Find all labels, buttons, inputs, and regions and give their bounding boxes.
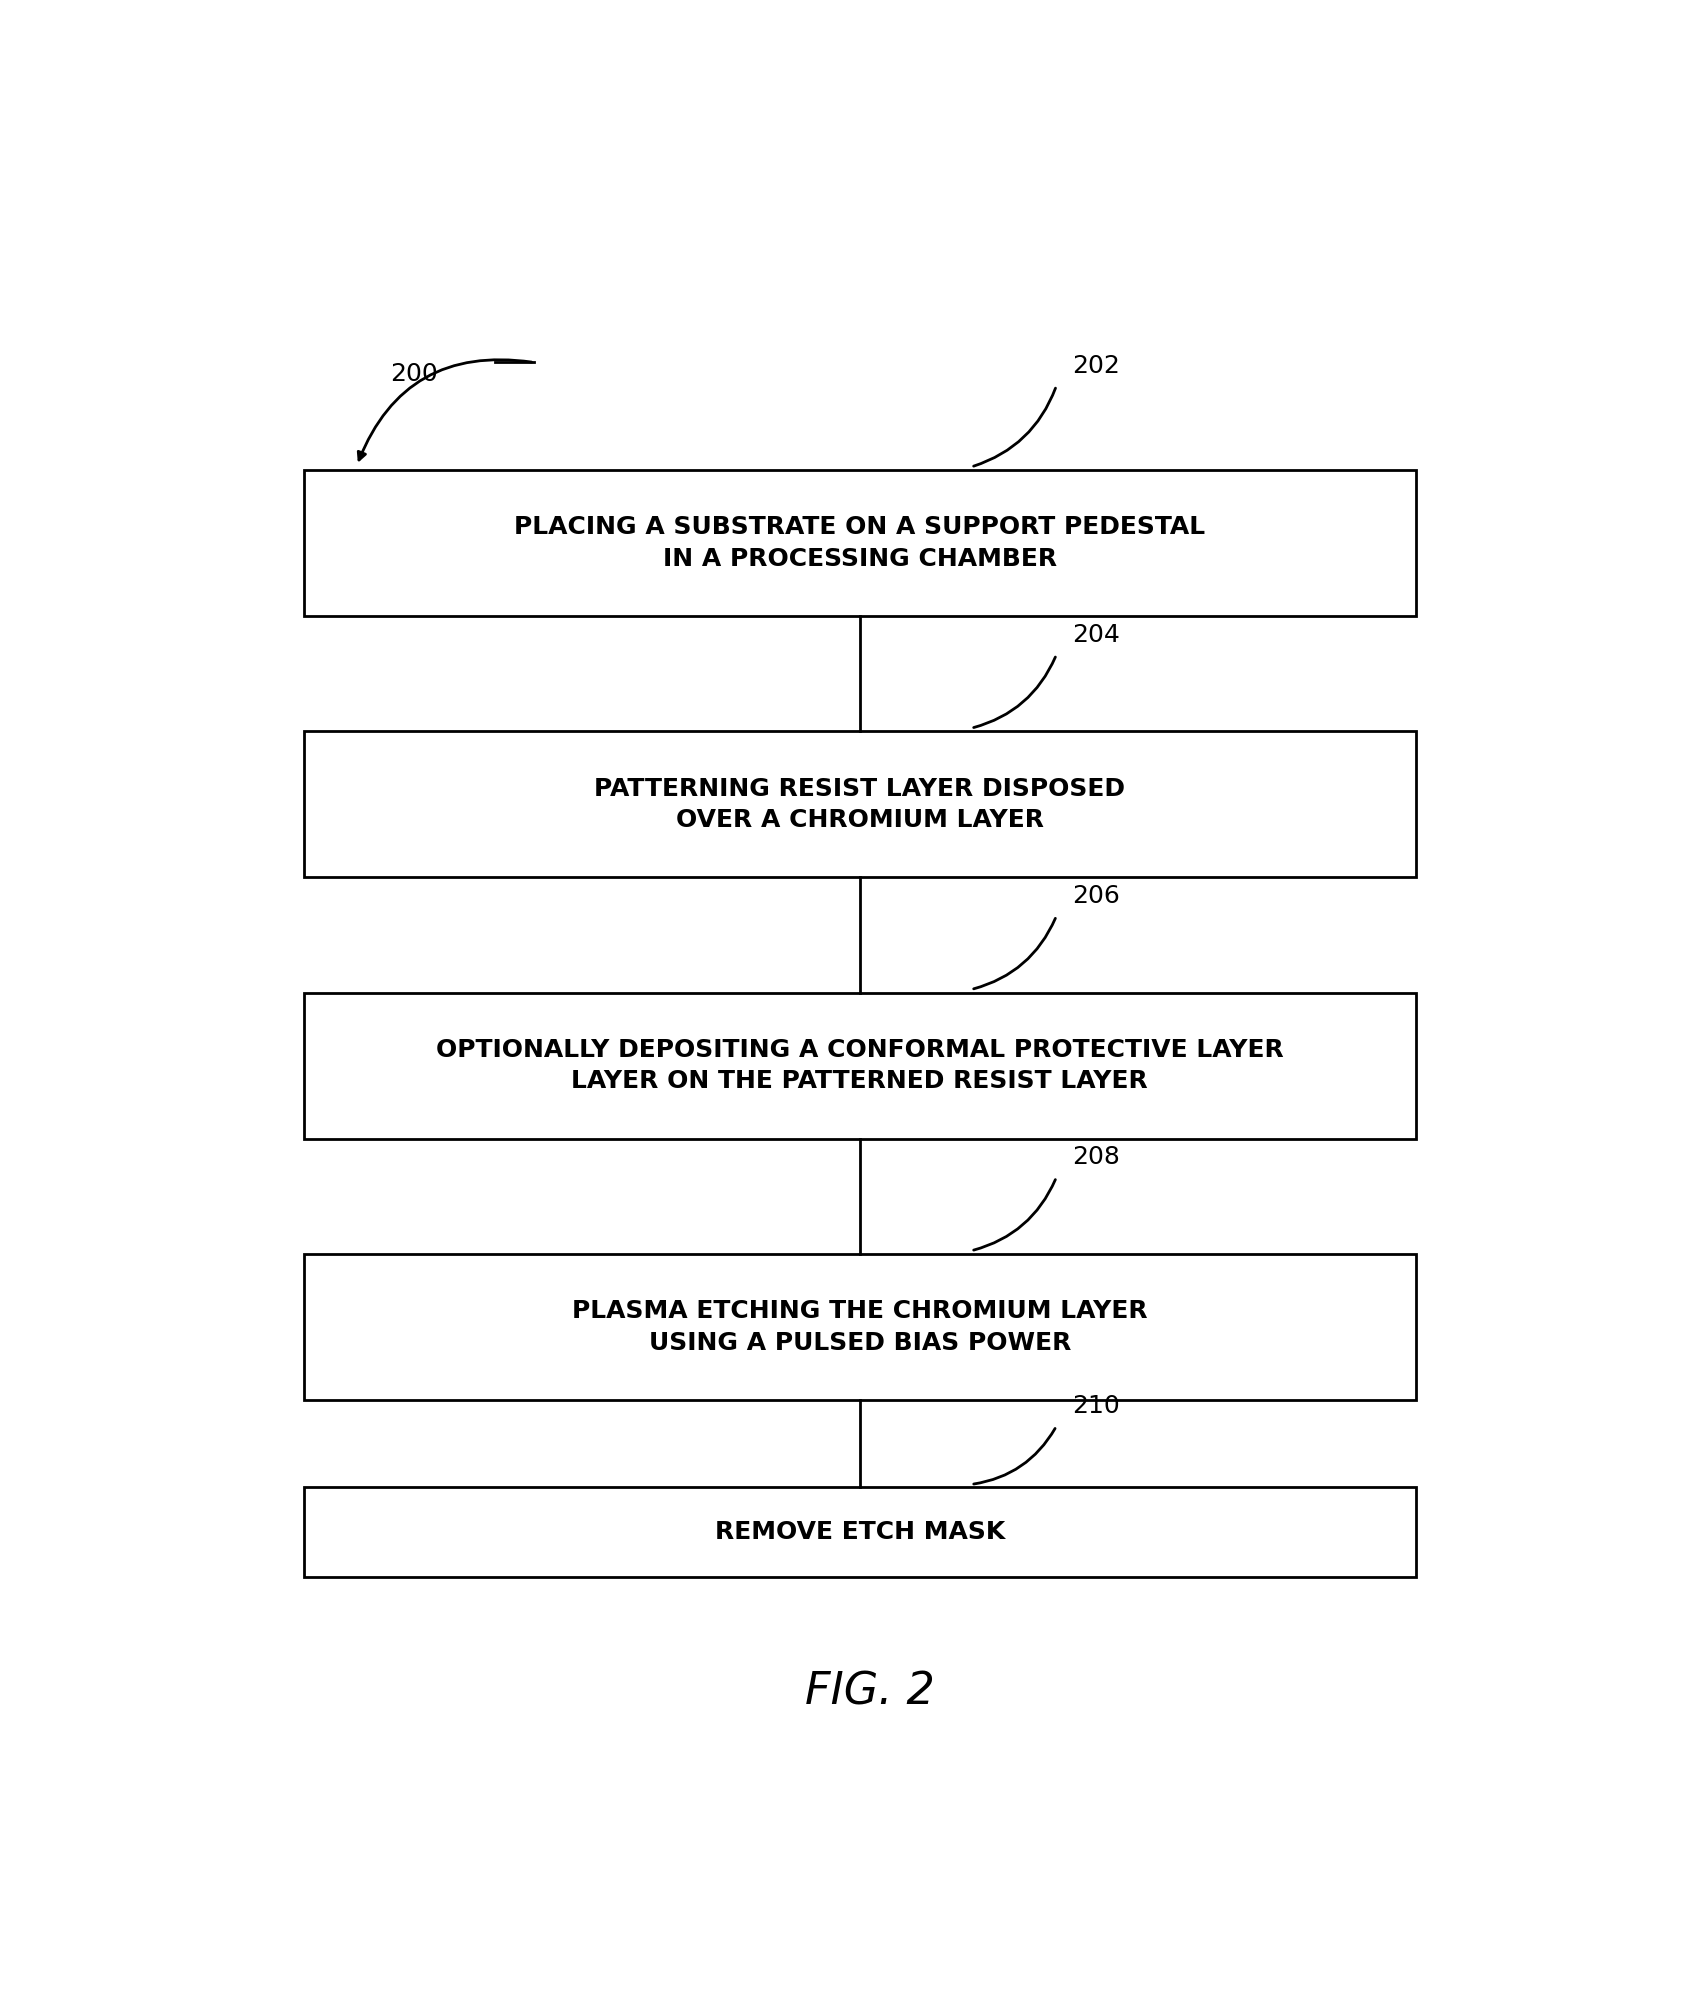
Text: PLASMA ETCHING THE CHROMIUM LAYER
USING A PULSED BIAS POWER: PLASMA ETCHING THE CHROMIUM LAYER USING … bbox=[572, 1299, 1147, 1355]
Text: OPTIONALLY DEPOSITING A CONFORMAL PROTECTIVE LAYER
LAYER ON THE PATTERNED RESIST: OPTIONALLY DEPOSITING A CONFORMAL PROTEC… bbox=[436, 1038, 1283, 1094]
Text: 208: 208 bbox=[1073, 1146, 1120, 1170]
Text: 206: 206 bbox=[1073, 884, 1120, 908]
Bar bbox=[304, 1487, 1415, 1577]
Text: FIG. 2: FIG. 2 bbox=[804, 1671, 935, 1713]
Bar bbox=[304, 1253, 1415, 1399]
Bar bbox=[304, 731, 1415, 878]
Bar bbox=[304, 471, 1415, 617]
Text: 210: 210 bbox=[1073, 1395, 1120, 1419]
Text: 200: 200 bbox=[390, 361, 438, 385]
Text: PATTERNING RESIST LAYER DISPOSED
OVER A CHROMIUM LAYER: PATTERNING RESIST LAYER DISPOSED OVER A … bbox=[594, 776, 1125, 832]
Bar bbox=[304, 992, 1415, 1138]
Text: REMOVE ETCH MASK: REMOVE ETCH MASK bbox=[714, 1521, 1005, 1545]
Text: PLACING A SUBSTRATE ON A SUPPORT PEDESTAL
IN A PROCESSING CHAMBER: PLACING A SUBSTRATE ON A SUPPORT PEDESTA… bbox=[514, 515, 1205, 571]
Text: 202: 202 bbox=[1073, 353, 1120, 377]
Text: 204: 204 bbox=[1073, 623, 1120, 647]
